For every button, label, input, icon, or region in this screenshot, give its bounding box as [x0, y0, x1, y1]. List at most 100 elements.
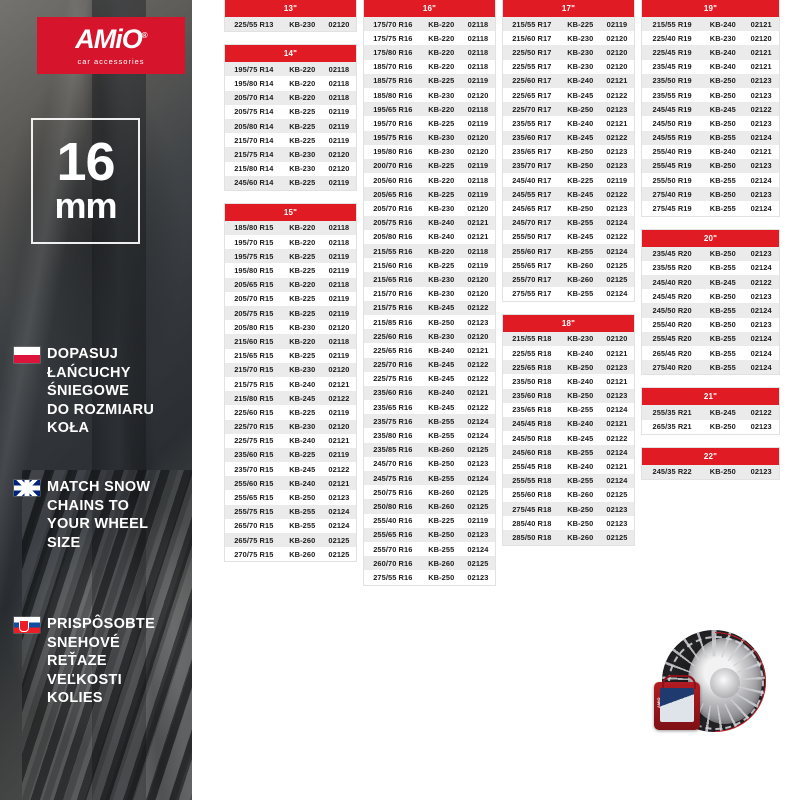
product-code-cell: 02118 — [460, 17, 495, 32]
en-line-1: MATCH SNOW — [47, 479, 151, 495]
product-code-cell: 02119 — [321, 104, 356, 119]
tyre-size-cell: 250/75 R16 — [364, 485, 422, 500]
product-code-cell: 02118 — [460, 173, 495, 188]
chain-model-cell: KB-240 — [560, 73, 600, 88]
tyre-size-cell: 225/40 R19 — [642, 31, 703, 46]
tyre-size-cell: 265/45 R20 — [642, 345, 703, 361]
tyre-size-cell: 205/65 R15 — [225, 277, 283, 292]
chain-model-cell: KB-225 — [421, 116, 461, 131]
chain-model-cell: KB-220 — [421, 31, 461, 46]
chain-model-cell: KB-220 — [282, 235, 322, 250]
product-code-cell: 02118 — [321, 220, 356, 236]
table-row: 195/80 R15 KB-225 02119 — [225, 263, 356, 278]
table-row: 195/80 R14 KB-220 02118 — [225, 76, 356, 91]
product-code-cell: 02123 — [743, 289, 779, 304]
language-text-english: MATCH SNOW CHAINS TO YOUR WHEEL SIZE — [47, 478, 186, 552]
chain-model-cell: KB-250 — [702, 116, 744, 131]
tyre-size-cell: 235/70 R15 — [225, 462, 283, 477]
table-row: 245/60 R18 KB-255 02124 — [503, 445, 634, 460]
product-code-cell: 02119 — [321, 133, 356, 148]
chain-model-cell: KB-250 — [702, 246, 744, 261]
tyre-size-cell: 225/65 R17 — [503, 87, 561, 103]
tyre-size-cell: 195/80 R14 — [225, 76, 283, 91]
tyre-size-cell: 215/60 R15 — [225, 334, 283, 349]
product-code-cell: 02123 — [599, 360, 634, 375]
tyre-size-cell: 195/70 R15 — [225, 235, 283, 250]
product-code-cell: 02124 — [460, 471, 495, 486]
table-row: 200/70 R16 KB-225 02119 — [364, 158, 495, 174]
chain-model-cell: KB-250 — [560, 102, 600, 117]
chain-model-cell: KB-245 — [560, 187, 600, 202]
tyre-size-cell: 185/75 R16 — [364, 73, 422, 88]
product-code-cell: 02121 — [599, 116, 634, 131]
chain-model-cell: KB-250 — [702, 187, 744, 202]
table-row: 215/60 R15 KB-220 02118 — [225, 334, 356, 349]
product-code-cell: 02125 — [599, 530, 634, 545]
chain-model-cell: KB-230 — [282, 161, 322, 176]
chain-model-cell: KB-240 — [560, 459, 600, 474]
product-code-cell: 02118 — [321, 62, 356, 77]
product-code-cell: 02124 — [743, 331, 779, 346]
tyre-size-cell: 225/65 R16 — [364, 343, 422, 358]
table-row: 265/75 R15 KB-260 02125 — [225, 533, 356, 548]
table-row: 215/80 R15 KB-245 02122 — [225, 391, 356, 406]
tyre-size-cell: 175/70 R16 — [364, 17, 422, 32]
product-code-cell: 02124 — [743, 260, 779, 275]
chain-model-cell: KB-250 — [421, 570, 461, 585]
tyre-size-cell: 255/50 R17 — [503, 229, 561, 244]
table-row: 205/70 R14 KB-220 02118 — [225, 90, 356, 105]
product-code-cell: 02122 — [743, 405, 779, 420]
table-row: 225/50 R17 KB-230 02120 — [503, 45, 634, 60]
tyre-size-cell: 265/75 R15 — [225, 533, 283, 548]
sk-line-1: PRISPÔSOBTE — [47, 616, 156, 632]
language-block-polish: DOPASUJ ŁAŃCUCHY ŚNIEGOWE DO ROZMIARU KO… — [14, 345, 186, 438]
table-header-row: 19" — [642, 0, 779, 17]
chain-model-cell: KB-260 — [560, 272, 600, 287]
registered-trademark-icon: ® — [141, 30, 148, 40]
en-line-4: SIZE — [47, 534, 81, 551]
tyre-size-cell: 215/85 R16 — [364, 314, 422, 330]
product-code-cell: 02120 — [321, 362, 356, 377]
table-row: 215/60 R17 KB-230 02120 — [503, 31, 634, 46]
size-table: 13" 225/55 R13 KB-230 02120 — [225, 0, 356, 32]
table-row: 245/40 R17 KB-225 02119 — [503, 173, 634, 188]
table-row: 255/40 R19 KB-240 02121 — [642, 144, 779, 159]
chain-model-cell: KB-225 — [560, 17, 600, 32]
table-row: 255/45 R18 KB-240 02121 — [503, 459, 634, 474]
tyre-size-cell: 235/60 R15 — [225, 447, 283, 463]
chain-model-cell: KB-250 — [702, 289, 744, 304]
product-code-cell: 02123 — [743, 246, 779, 261]
size-table-group: 19" 215/55 R19 KB-240 02121 225/40 R19 KB-230… — [642, 0, 779, 216]
chain-model-cell: KB-240 — [282, 476, 322, 491]
product-code-cell: 02118 — [460, 244, 495, 259]
chain-model-cell: KB-240 — [702, 17, 744, 32]
product-code-cell: 02121 — [321, 376, 356, 392]
product-code-cell: 02123 — [743, 317, 779, 332]
table-row: 215/85 R16 KB-250 02123 — [364, 314, 495, 330]
tyre-size-cell: 255/60 R17 — [503, 244, 561, 259]
tyre-size-cell: 185/70 R16 — [364, 59, 422, 74]
tyre-size-cell: 235/45 R19 — [642, 59, 703, 74]
table-row: 215/80 R14 KB-230 02120 — [225, 161, 356, 176]
product-code-cell: 02123 — [599, 144, 634, 159]
tyre-size-cell: 255/50 R19 — [642, 173, 703, 188]
product-code-cell: 02121 — [321, 433, 356, 448]
chain-model-cell: KB-255 — [702, 345, 744, 361]
brand-logo: AMiO® car accessories — [37, 17, 185, 74]
chain-model-cell: KB-250 — [560, 360, 600, 375]
table-row: 270/75 R15 KB-260 02125 — [225, 547, 356, 562]
table-row: 255/40 R16 KB-225 02119 — [364, 513, 495, 528]
chain-model-cell: KB-250 — [421, 527, 461, 542]
chain-model-cell: KB-250 — [282, 490, 322, 505]
size-table: 19" 215/55 R19 KB-240 02121 225/40 R19 KB-230… — [642, 0, 779, 216]
table-row: 245/45 R19 KB-245 02122 — [642, 102, 779, 117]
chain-model-cell: KB-230 — [282, 147, 322, 162]
chain-model-cell: KB-260 — [421, 499, 461, 514]
table-row: 255/60 R17 KB-255 02124 — [503, 244, 634, 259]
table-row: 225/60 R16 KB-230 02120 — [364, 329, 495, 344]
table-row: 225/70 R17 KB-250 02123 — [503, 102, 634, 117]
product-code-cell: 02118 — [321, 235, 356, 250]
tyre-size-cell: 205/80 R16 — [364, 229, 422, 244]
product-code-cell: 02123 — [599, 158, 634, 174]
pouch-brand-text: AMiO — [656, 697, 661, 708]
